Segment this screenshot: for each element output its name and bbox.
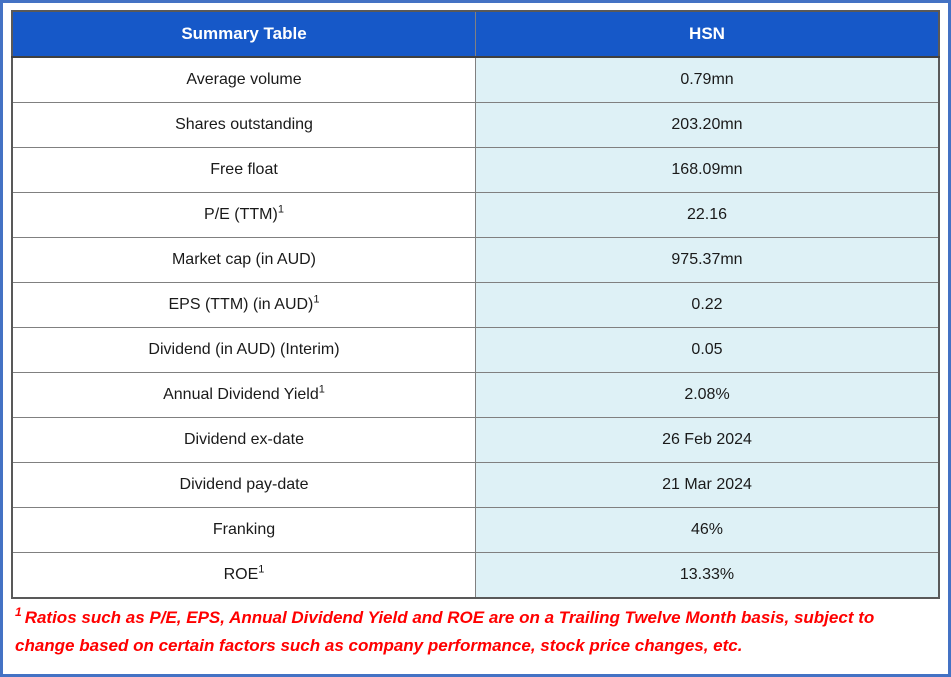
metric-label: Free float (210, 161, 278, 178)
metric-label-cell: Dividend pay-date (11, 462, 476, 508)
table-header-row: Summary Table HSN (11, 10, 940, 58)
metric-value-cell: 26 Feb 2024 (475, 417, 940, 463)
metric-label-superscript: 1 (318, 383, 325, 396)
table-row: Market cap (in AUD) 975.37mn (11, 237, 940, 283)
metric-label-cell: ROE1 (11, 552, 476, 599)
metric-label: Franking (212, 521, 276, 538)
table-row: P/E (TTM)1 22.16 (11, 192, 940, 238)
metric-label-superscript: 1 (313, 293, 320, 306)
metric-value-cell: 46% (475, 507, 940, 553)
metric-label: ROE (223, 566, 259, 583)
metric-value-cell: 22.16 (475, 192, 940, 238)
table-row: Average volume 0.79mn (11, 56, 940, 103)
metric-value-cell: 2.08% (475, 372, 940, 418)
metric-label-cell: Free float (11, 147, 476, 193)
metric-label: Average volume (186, 71, 302, 88)
table-row: Dividend pay-date 21 Mar 2024 (11, 462, 940, 508)
metric-label-cell: Market cap (in AUD) (11, 237, 476, 283)
table-row: Annual Dividend Yield1 2.08% (11, 372, 940, 418)
footnote-superscript: 1 (15, 605, 22, 620)
table-row: Dividend ex-date 26 Feb 2024 (11, 417, 940, 463)
metric-value-cell: 13.33% (475, 552, 940, 599)
metric-label: Dividend (in AUD) (Interim) (148, 341, 340, 358)
table-row: ROE1 13.33% (11, 552, 940, 599)
summary-table: Summary Table HSN Average volume 0.79mn Sh… (11, 10, 940, 599)
metric-label: Dividend pay-date (179, 476, 309, 493)
metric-value-cell: 0.22 (475, 282, 940, 328)
metric-label-cell: Dividend ex-date (11, 417, 476, 463)
metric-label: Shares outstanding (175, 116, 313, 133)
table-header-summary: Summary Table (11, 10, 476, 58)
metric-value-cell: 168.09mn (475, 147, 940, 193)
metric-label: P/E (TTM) (204, 206, 278, 223)
table-row: Shares outstanding 203.20mn (11, 102, 940, 148)
metric-value-cell: 203.20mn (475, 102, 940, 148)
metric-label-cell: Dividend (in AUD) (Interim) (11, 327, 476, 373)
metric-label-superscript: 1 (258, 563, 265, 576)
metric-value-cell: 0.79mn (475, 56, 940, 103)
metric-value-cell: 0.05 (475, 327, 940, 373)
metric-value-cell: 21 Mar 2024 (475, 462, 940, 508)
footnote-text: Ratios such as P/E, EPS, Annual Dividend… (15, 608, 875, 656)
table-header-ticker: HSN (475, 10, 940, 58)
metric-value-cell: 975.37mn (475, 237, 940, 283)
footnote: 1 Ratios such as P/E, EPS, Annual Dividen… (11, 602, 940, 660)
metric-label-cell: EPS (TTM) (in AUD)1 (11, 282, 476, 328)
metric-label: Annual Dividend Yield (163, 386, 319, 403)
table-row: Free float 168.09mn (11, 147, 940, 193)
metric-label-cell: Franking (11, 507, 476, 553)
table-row: EPS (TTM) (in AUD)1 0.22 (11, 282, 940, 328)
table-row: Franking 46% (11, 507, 940, 553)
metric-label: Market cap (in AUD) (171, 251, 317, 268)
metric-label-cell: Average volume (11, 56, 476, 103)
metric-label-cell: P/E (TTM)1 (11, 192, 476, 238)
metric-label: Dividend ex-date (183, 431, 305, 448)
metric-label-cell: Shares outstanding (11, 102, 476, 148)
metric-label: EPS (TTM) (in AUD) (168, 296, 314, 313)
metric-label-cell: Annual Dividend Yield1 (11, 372, 476, 418)
metric-label-superscript: 1 (277, 203, 284, 216)
table-row: Dividend (in AUD) (Interim) 0.05 (11, 327, 940, 373)
